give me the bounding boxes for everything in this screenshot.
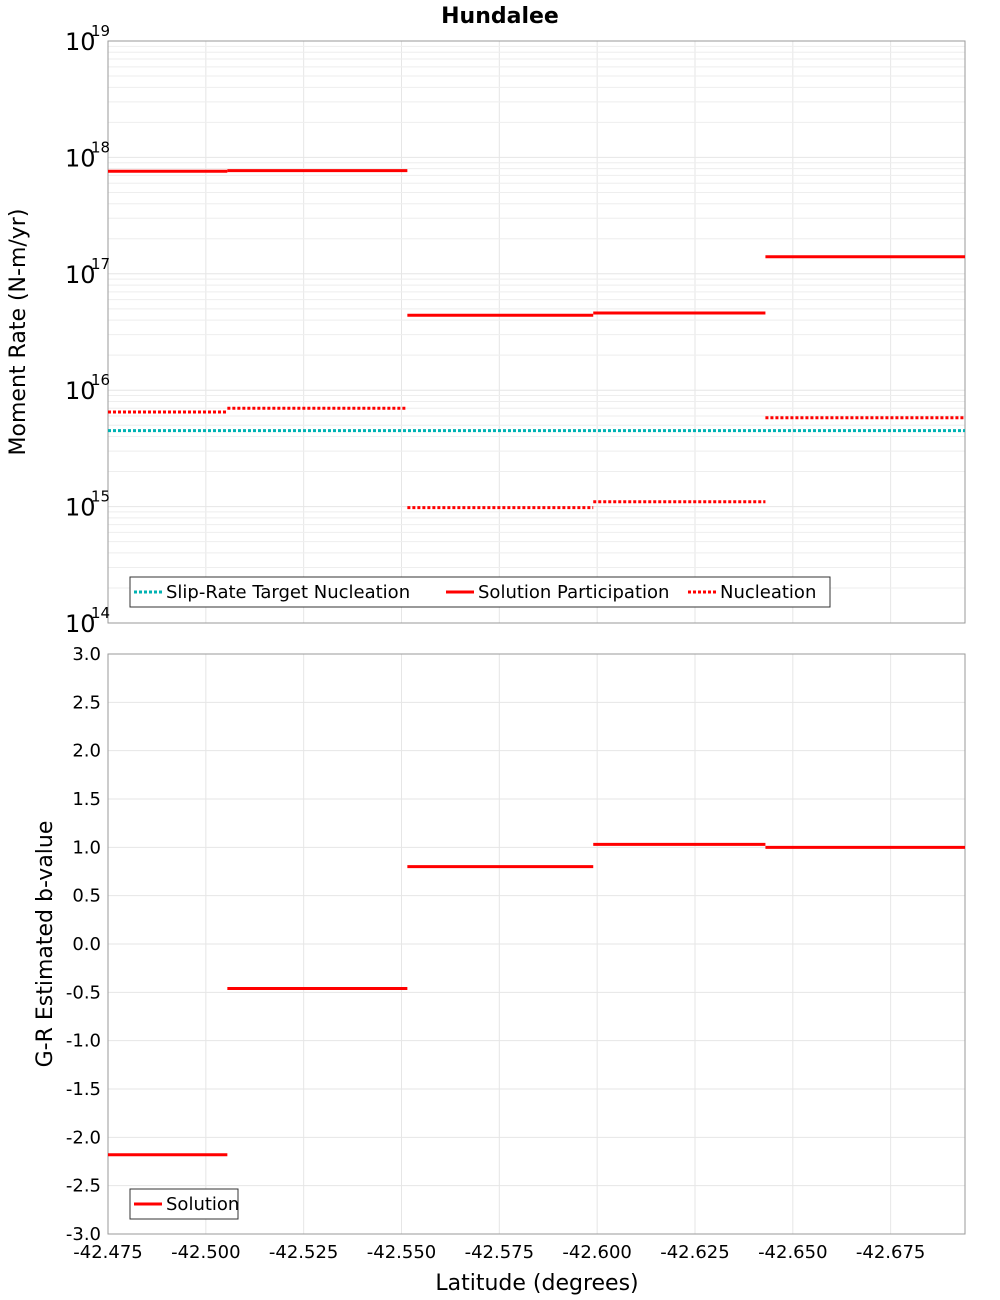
- moment-rate-y-axis-label: Moment Rate (N-m/yr): [6, 209, 31, 456]
- b-value-y-tick-label: 0.0: [72, 934, 101, 955]
- moment-rate-plot-area: [107, 40, 966, 624]
- moment-rate-y-tick-exponent: 18: [91, 138, 110, 156]
- x-axis-label: Latitude (degrees): [435, 1271, 638, 1296]
- moment-rate-gridlines: [107, 41, 965, 624]
- x-tick-label: -42.500: [171, 1242, 240, 1263]
- x-axis-ticks: -42.475 -42.500 -42.525 -42.550 -42.575 -42.6…: [73, 1242, 925, 1263]
- moment-rate-y-tick-exponent: 16: [91, 371, 110, 389]
- b-value-y-tick-label: 2.0: [72, 741, 101, 762]
- b-value-gridlines: [107, 653, 965, 1235]
- b-value-plot-area: [107, 653, 966, 1235]
- b-value-y-axis-label: G-R Estimated b-value: [33, 821, 58, 1068]
- b-value-y-tick-label: 3.0: [72, 644, 101, 665]
- b-value-y-tick-label: -2.0: [66, 1127, 101, 1148]
- x-tick-label: -42.600: [562, 1242, 631, 1263]
- x-tick-label: -42.650: [758, 1242, 827, 1263]
- x-tick-label: -42.550: [367, 1242, 436, 1263]
- legend-label: Solution Participation: [478, 582, 669, 603]
- b-value-y-ticks: -3.0 -2.5 -2.0 -1.5 -1.0 -0.5 0.0 0.5 1.0 1.5 2.0 2…: [66, 644, 101, 1245]
- x-tick-label: -42.575: [465, 1242, 534, 1263]
- moment-rate-y-tick-label: 10: [65, 494, 96, 522]
- legend-label: Nucleation: [720, 582, 816, 603]
- x-tick-label: -42.475: [73, 1242, 142, 1263]
- x-tick-label: -42.625: [660, 1242, 729, 1263]
- b-value-legend: Solution: [129, 1188, 239, 1220]
- legend-label: Solution: [166, 1194, 239, 1215]
- moment-rate-y-tick-label: 10: [65, 261, 96, 289]
- b-value-y-tick-label: 1.5: [72, 789, 101, 810]
- moment-rate-series: [108, 169, 965, 510]
- b-value-panel: -3.0 -2.5 -2.0 -1.5 -1.0 -0.5 0.0 0.5 1.0 1.5 2.0 2…: [33, 644, 966, 1296]
- moment-rate-y-tick-label: 10: [65, 28, 96, 56]
- b-value-y-tick-label: 1.0: [72, 837, 101, 858]
- b-value-y-tick-label: -1.0: [66, 1031, 101, 1052]
- moment-rate-y-tick-exponent: 19: [91, 22, 110, 40]
- moment-rate-y-tick-exponent: 14: [91, 604, 110, 622]
- x-tick-label: -42.675: [856, 1242, 925, 1263]
- moment-rate-y-tick-label: 10: [65, 377, 96, 405]
- moment-rate-y-tick-exponent: 17: [91, 255, 110, 273]
- legend-label: Slip-Rate Target Nucleation: [166, 582, 410, 603]
- b-value-y-tick-label: -1.5: [66, 1079, 101, 1100]
- b-value-y-tick-label: 2.5: [72, 692, 101, 713]
- moment-rate-y-tick-label: 10: [65, 144, 96, 172]
- b-value-series: [108, 842, 965, 1157]
- b-value-y-tick-label: -3.0: [66, 1224, 101, 1245]
- chart-title: Hundalee: [441, 4, 559, 29]
- moment-rate-y-tick-exponent: 15: [91, 488, 110, 506]
- x-tick-label: -42.525: [269, 1242, 338, 1263]
- b-value-y-tick-label: -0.5: [66, 982, 101, 1003]
- b-value-y-tick-label: 0.5: [72, 886, 101, 907]
- b-value-y-tick-label: -2.5: [66, 1176, 101, 1197]
- moment-rate-y-tick-label: 10: [65, 610, 96, 638]
- moment-rate-legend: Slip-Rate Target Nucleation Solution Part…: [129, 576, 831, 608]
